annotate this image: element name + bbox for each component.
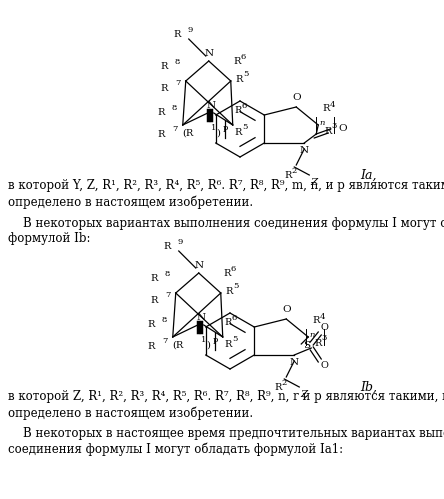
Text: R: R	[151, 274, 158, 283]
Text: R: R	[226, 286, 233, 295]
Text: 8: 8	[172, 104, 177, 112]
Text: 6: 6	[242, 102, 247, 110]
Text: 6: 6	[231, 265, 236, 273]
Text: 9: 9	[178, 238, 183, 246]
Text: O: O	[338, 123, 347, 133]
Text: O: O	[320, 323, 328, 332]
Text: 1: 1	[201, 336, 206, 344]
Text: R: R	[234, 57, 241, 66]
Text: 5: 5	[233, 282, 238, 290]
Text: p: p	[223, 124, 228, 132]
Text: R: R	[322, 104, 329, 113]
Text: В некоторых вариантах выполнения соединения формулы I могут обладать: В некоторых вариантах выполнения соедине…	[8, 216, 444, 230]
Text: 4: 4	[319, 313, 325, 321]
Text: R: R	[157, 108, 165, 117]
Text: p: p	[213, 336, 218, 344]
Text: R: R	[312, 316, 320, 325]
Text: 9: 9	[188, 26, 193, 34]
Text: формулой Ib:: формулой Ib:	[8, 232, 91, 245]
Text: в которой Z, R¹, R², R³, R⁴, R⁵, R⁶. R⁷, R⁸, R⁹, n, r и p являются такими, как: в которой Z, R¹, R², R³, R⁴, R⁵, R⁶. R⁷,…	[8, 390, 444, 403]
Text: R: R	[225, 318, 232, 327]
Text: R: R	[324, 127, 332, 136]
Text: N: N	[300, 146, 309, 155]
Text: В некоторых в настоящее время предпочтительных вариантах выполнения: В некоторых в настоящее время предпочтит…	[8, 427, 444, 440]
Text: Z: Z	[300, 390, 308, 399]
Text: 5: 5	[242, 123, 247, 131]
Text: n: n	[319, 119, 325, 127]
Text: R: R	[151, 296, 158, 305]
Text: N: N	[289, 358, 299, 367]
Text: S: S	[303, 341, 310, 350]
Text: R: R	[163, 242, 171, 251]
Text: Ia,: Ia,	[360, 169, 377, 182]
Text: N: N	[206, 101, 215, 110]
Text: 4: 4	[329, 101, 335, 109]
Text: 5: 5	[232, 335, 237, 343]
Text: Z: Z	[310, 178, 317, 187]
Text: N: N	[194, 261, 203, 270]
Text: 6: 6	[241, 53, 246, 61]
Text: 1: 1	[211, 124, 216, 132]
Text: 3: 3	[321, 334, 327, 342]
Text: 5: 5	[243, 70, 248, 78]
Text: 7: 7	[175, 79, 180, 87]
Text: (R: (R	[182, 129, 194, 138]
Text: N: N	[204, 49, 213, 58]
Text: N: N	[196, 313, 205, 322]
Text: в которой Y, Z, R¹, R², R³, R⁴, R⁵, R⁶. R⁷, R⁸, R⁹, m, n, и p являются такими, к: в которой Y, Z, R¹, R², R³, R⁴, R⁵, R⁶. …	[8, 179, 444, 192]
Text: 8: 8	[165, 270, 170, 278]
Text: 3: 3	[331, 122, 337, 130]
Text: определено в настоящем изобретении.: определено в настоящем изобретении.	[8, 195, 253, 209]
Text: R: R	[157, 130, 165, 139]
Text: 7: 7	[172, 125, 177, 133]
Text: соединения формулы I могут обладать формулой Ia1:: соединения формулы I могут обладать форм…	[8, 443, 343, 457]
Text: 2: 2	[291, 167, 297, 175]
Text: O: O	[282, 305, 290, 314]
Text: R: R	[147, 320, 155, 329]
Text: R: R	[225, 340, 232, 349]
Text: R: R	[235, 106, 242, 115]
Text: 2: 2	[281, 379, 286, 387]
Text: R: R	[224, 269, 231, 278]
Text: R: R	[235, 128, 242, 137]
Text: R: R	[314, 339, 321, 348]
Text: R: R	[173, 30, 181, 39]
Text: ): )	[206, 341, 210, 350]
Text: 7: 7	[165, 291, 170, 299]
Text: R: R	[147, 342, 155, 351]
Text: O: O	[292, 93, 301, 102]
Text: Ib,: Ib,	[360, 381, 377, 394]
Text: 6: 6	[232, 314, 237, 322]
Text: 8: 8	[162, 316, 167, 324]
Text: R: R	[284, 171, 292, 180]
Text: R: R	[160, 84, 168, 93]
Text: 8: 8	[175, 58, 180, 66]
Text: 7: 7	[162, 337, 167, 345]
Text: R: R	[274, 383, 281, 392]
Text: O: O	[320, 361, 328, 370]
Text: R: R	[160, 62, 168, 71]
Text: определено в настоящем изобретении.: определено в настоящем изобретении.	[8, 406, 253, 420]
Text: ): )	[216, 129, 220, 138]
Text: R: R	[236, 74, 243, 83]
Text: (R: (R	[173, 341, 184, 350]
Text: n: n	[309, 331, 315, 339]
